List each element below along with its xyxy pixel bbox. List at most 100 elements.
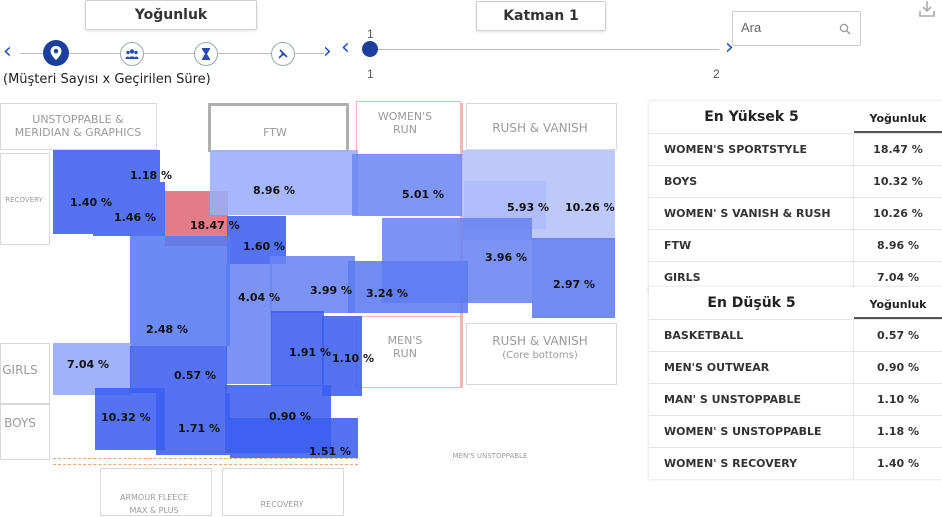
metric-subtitle: (Müşteri Sayısı x Geçirilen Süre) bbox=[3, 72, 211, 87]
table-row[interactable]: FTW 8.96 % bbox=[649, 229, 942, 261]
slider-current-value: 1 bbox=[367, 27, 374, 41]
slider-max-label: 2 bbox=[713, 67, 720, 81]
zone-value: 5.93 % bbox=[507, 201, 549, 214]
zone-value: 1.51 % bbox=[309, 445, 351, 458]
zone-d[interactable] bbox=[226, 264, 272, 384]
row-value: 10.26 % bbox=[853, 198, 942, 229]
area-rush-vanish-core bbox=[466, 323, 617, 385]
hourglass-icon bbox=[202, 48, 210, 60]
table-row[interactable]: MEN'S OUTWEAR 0.90 % bbox=[649, 351, 942, 383]
zone-mans-unstoppable[interactable] bbox=[322, 316, 362, 396]
table-row[interactable]: WOMEN'S SPORTSTYLE 18.47 % bbox=[649, 133, 942, 165]
metric-selector[interactable]: Yoğunluk bbox=[85, 0, 257, 30]
layer-next-arrow-icon[interactable]: › bbox=[725, 35, 734, 60]
row-name: WOMEN' S UNSTOPPABLE bbox=[664, 425, 822, 438]
row-value: 7.04 % bbox=[853, 262, 942, 293]
table-row[interactable]: GIRLS 7.04 % bbox=[649, 261, 942, 293]
zone-e[interactable] bbox=[270, 256, 355, 313]
zone-value: 2.48 % bbox=[146, 323, 188, 336]
layer-selector[interactable]: Katman 1 bbox=[476, 1, 606, 31]
row-value: 10.32 % bbox=[853, 166, 942, 197]
row-name: MEN'S OUTWEAR bbox=[664, 361, 770, 374]
step-visitors-button[interactable] bbox=[120, 42, 144, 66]
label-girls: GIRLS bbox=[2, 363, 38, 377]
step-location-button[interactable] bbox=[43, 40, 69, 66]
zone-boys[interactable] bbox=[95, 388, 165, 450]
label-core-bottoms: (Core bottoms) bbox=[502, 350, 578, 361]
zone-value: 1.46 % bbox=[114, 211, 156, 224]
area-girls bbox=[0, 343, 50, 405]
zone-value: 10.32 % bbox=[101, 411, 151, 424]
step-duration-button[interactable] bbox=[194, 42, 218, 66]
zone-value: 3.24 % bbox=[366, 287, 408, 300]
bottom5-title: En Düşük 5 bbox=[707, 295, 796, 311]
bottom5-column-header[interactable]: Yoğunluk bbox=[854, 293, 942, 319]
row-value: 0.90 % bbox=[853, 352, 942, 383]
label-armour-fleece: ARMOUR FLEECE MAX & PLUS bbox=[120, 493, 188, 515]
area-boys bbox=[0, 403, 50, 460]
layer-prev-arrow-icon[interactable]: ‹ bbox=[341, 35, 350, 60]
zone-ftw[interactable] bbox=[210, 150, 358, 215]
top5-column-header[interactable]: Yoğunluk bbox=[854, 107, 942, 133]
zone-value: 1.10 % bbox=[332, 352, 374, 365]
search-input[interactable] bbox=[733, 12, 831, 43]
zone-girls[interactable] bbox=[53, 343, 131, 395]
download-icon[interactable] bbox=[918, 0, 936, 18]
layer-slider-handle[interactable] bbox=[362, 41, 378, 57]
zone-f[interactable] bbox=[348, 261, 468, 313]
row-name: MAN' S UNSTOPPABLE bbox=[664, 393, 802, 406]
zone-womens-recovery[interactable] bbox=[53, 182, 93, 234]
row-name: FTW bbox=[664, 239, 692, 252]
zone-j[interactable] bbox=[156, 393, 230, 455]
label-mens-run: MEN'S RUN bbox=[387, 334, 423, 360]
no-entry-icon bbox=[278, 49, 288, 59]
table-row[interactable]: MAN' S UNSTOPPABLE 1.10 % bbox=[649, 383, 942, 415]
search-icon[interactable] bbox=[839, 23, 851, 35]
table-row[interactable]: WOMEN' S RECOVERY 1.40 % bbox=[649, 447, 942, 479]
bottom5-table: En Düşük 5 Yoğunluk BASKETBALL 0.57 % MEN… bbox=[649, 287, 942, 479]
area-recovery-left bbox=[0, 153, 50, 245]
label-unstoppable-meridian: UNSTOPPABLE & MERIDIAN & GRAPHICS bbox=[14, 113, 142, 139]
zone-womens-run[interactable] bbox=[352, 154, 462, 216]
step-exclude-button[interactable] bbox=[271, 42, 295, 66]
table-row[interactable]: BASKETBALL 0.57 % bbox=[649, 319, 942, 351]
zone-basketball[interactable] bbox=[130, 346, 227, 393]
zone-h[interactable] bbox=[130, 236, 230, 346]
floor-plan: UNSTOPPABLE & MERIDIAN & GRAPHICS FTW WO… bbox=[0, 98, 640, 516]
area-unstoppable-meridian bbox=[0, 103, 157, 150]
metric-next-arrow-icon[interactable]: › bbox=[323, 39, 332, 64]
zone-value: 4.04 % bbox=[238, 291, 280, 304]
label-recovery-left: RECOVERY bbox=[5, 196, 43, 204]
zone-value: 7.04 % bbox=[67, 358, 109, 371]
table-row[interactable]: BOYS 10.32 % bbox=[649, 165, 942, 197]
label-rush-vanish: RUSH & VANISH bbox=[492, 121, 588, 135]
zone-value: 1.71 % bbox=[178, 422, 220, 435]
metric-prev-arrow-icon[interactable]: ‹ bbox=[3, 39, 12, 64]
row-name: WOMEN'S SPORTSTYLE bbox=[664, 143, 807, 156]
row-name: WOMEN' S VANISH & RUSH bbox=[664, 207, 831, 220]
row-name: BOYS bbox=[664, 175, 698, 188]
row-value: 0.57 % bbox=[853, 320, 942, 351]
zone-i[interactable] bbox=[271, 311, 324, 386]
zone-value: 1.18 % bbox=[130, 169, 172, 182]
metric-selector-label: Yoğunluk bbox=[134, 7, 208, 23]
row-value: 1.40 % bbox=[853, 448, 942, 479]
zone-womens-a[interactable] bbox=[93, 182, 165, 236]
area-rush-vanish bbox=[466, 103, 617, 150]
label-boys: BOYS bbox=[4, 416, 36, 430]
row-name: GIRLS bbox=[664, 271, 701, 284]
zone-k[interactable] bbox=[230, 418, 358, 458]
location-pin-icon bbox=[50, 46, 62, 60]
zone-womens-unstoppable[interactable] bbox=[53, 150, 160, 182]
search-box[interactable] bbox=[732, 11, 861, 46]
zone-g[interactable] bbox=[532, 238, 615, 318]
table-row[interactable]: WOMEN' S UNSTOPPABLE 1.18 % bbox=[649, 415, 942, 447]
zone-value: 0.57 % bbox=[174, 369, 216, 382]
layer-slider-track[interactable] bbox=[371, 49, 719, 50]
row-value: 18.47 % bbox=[853, 134, 942, 165]
label-recovery-bottom: RECOVERY bbox=[260, 500, 304, 509]
zone-value: 0.90 % bbox=[269, 410, 311, 423]
table-row[interactable]: WOMEN' S VANISH & RUSH 10.26 % bbox=[649, 197, 942, 229]
people-group-icon bbox=[125, 49, 139, 59]
zone-value: 1.91 % bbox=[289, 346, 331, 359]
